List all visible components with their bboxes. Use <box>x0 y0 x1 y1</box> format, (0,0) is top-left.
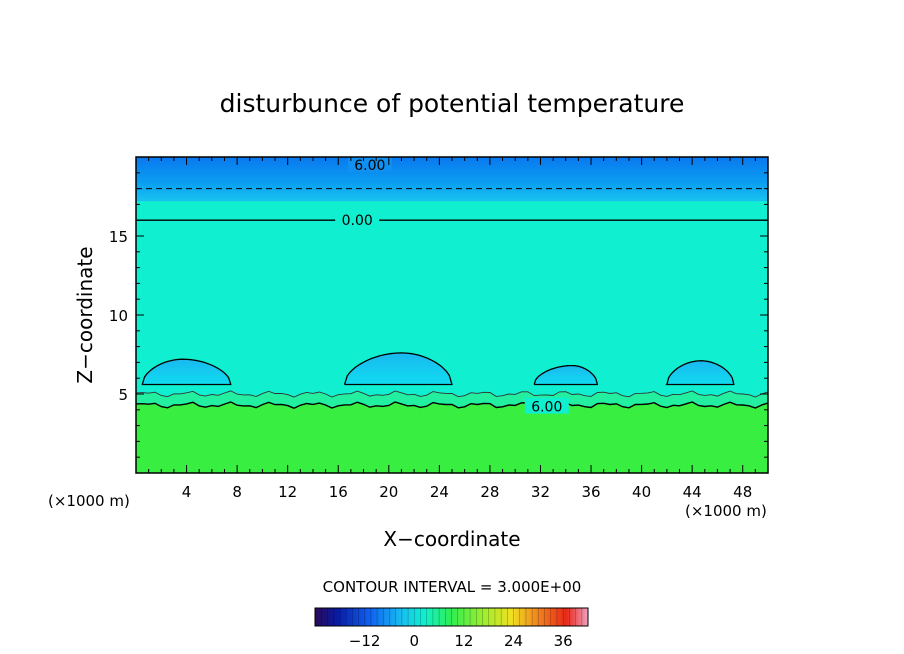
x-tick-label: 28 <box>480 483 499 501</box>
contour-label: 6.00 <box>531 400 562 416</box>
y-tick-label: 5 <box>118 386 128 404</box>
x-axis-label: X−coordinate <box>383 527 520 551</box>
y-tick-label: 15 <box>109 228 128 246</box>
contour-label-bg <box>524 397 569 414</box>
cell-contour-3 <box>533 364 599 386</box>
x-unit-right: (×1000 m) <box>685 502 767 520</box>
colorbar-tick-label: 0 <box>409 632 419 650</box>
colorbar-tick-label: 24 <box>504 632 523 650</box>
contour-line-6 <box>136 401 768 409</box>
x-axis: 4 8 12 16 20 24 28 32 36 40 44 48 <box>148 157 756 501</box>
y-axis: 5 10 15 <box>109 172 768 458</box>
contour-label-bg <box>347 157 392 172</box>
field-lower <box>136 402 768 473</box>
field-top-band <box>136 157 768 202</box>
x-tick-label: 16 <box>329 483 348 501</box>
colorbar: −12 0 12 24 36 <box>314 607 589 650</box>
x-tick-label: 4 <box>182 483 192 501</box>
x-tick-label: 8 <box>232 483 242 501</box>
x-unit-left: (×1000 m) <box>48 492 130 510</box>
contour-interval-text: CONTOUR INTERVAL = 3.000E+00 <box>323 578 582 596</box>
cell-contour-2 <box>343 352 453 386</box>
x-tick-label: 24 <box>430 483 449 501</box>
chart-title: disturbunce of potential temperature <box>220 89 685 118</box>
x-tick-label: 40 <box>632 483 651 501</box>
plot-area: 6.00 0.00 6.00 <box>136 157 768 473</box>
x-tick-label: 12 <box>278 483 297 501</box>
cell-contour-1 <box>141 358 232 386</box>
contour-label: 6.00 <box>354 158 385 174</box>
x-tick-label: 20 <box>379 483 398 501</box>
colorbar-tick-label: 36 <box>554 632 573 650</box>
colorbar-tick-label: 12 <box>454 632 473 650</box>
colorbar-gradient <box>314 607 589 627</box>
contour-label-bg <box>335 211 380 228</box>
x-tick-label: 48 <box>733 483 752 501</box>
y-axis-label: Z−coordinate <box>73 246 97 383</box>
contour-line-3 <box>136 390 768 398</box>
contour-label: 0.00 <box>342 213 373 229</box>
x-tick-label: 44 <box>683 483 702 501</box>
cell-contour-4 <box>665 360 735 386</box>
x-tick-label: 32 <box>531 483 550 501</box>
colorbar-tick-label: −12 <box>349 632 381 650</box>
y-tick-label: 10 <box>109 307 128 325</box>
x-tick-label: 36 <box>581 483 600 501</box>
